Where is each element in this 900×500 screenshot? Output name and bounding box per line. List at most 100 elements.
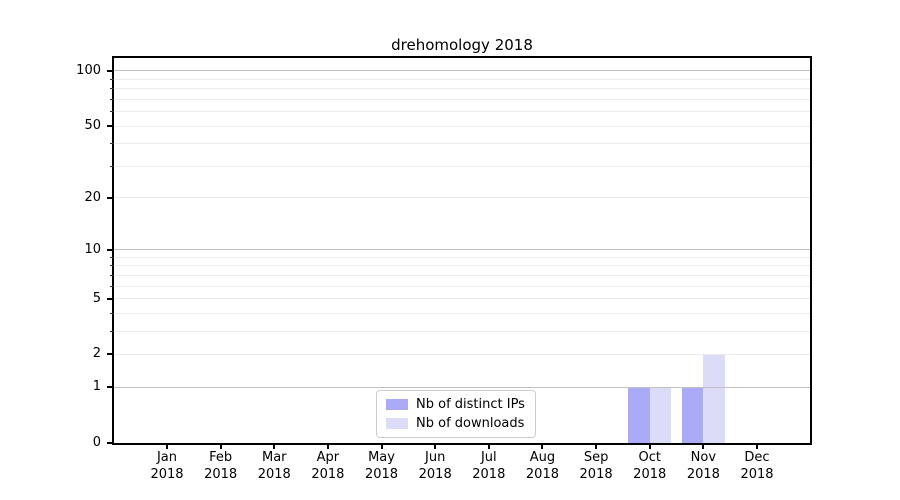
- x-tick-month: Jun: [425, 450, 446, 465]
- gridline-minor-80: [114, 88, 810, 90]
- x-tick-month: Oct: [638, 450, 661, 465]
- x-tick-mark-jan: [166, 443, 168, 449]
- x-tick-mark-aug: [541, 443, 544, 449]
- x-tick-label-oct: Oct 2018: [620, 449, 680, 483]
- y-minor-tick-mark-60: [110, 111, 114, 113]
- gridline-minor-3: [114, 330, 810, 332]
- x-tick-mark-jul: [487, 443, 490, 449]
- y-minor-tick-mark-7: [110, 274, 114, 276]
- x-tick-month: Jul: [480, 450, 497, 465]
- y-tick-mark-10: [107, 248, 114, 251]
- x-tick-mark-mar: [273, 443, 276, 449]
- x-tick-month: Mar: [262, 450, 287, 465]
- gridline-minor-20: [114, 197, 810, 199]
- x-tick-year: 2018: [740, 467, 774, 482]
- x-tick-year: 2018: [579, 467, 613, 482]
- gridline-major-10: [114, 249, 810, 251]
- y-tick-mark-20: [107, 196, 114, 199]
- legend-label-distinct-ips: Nb of distinct IPs: [416, 397, 525, 412]
- gridline-minor-4: [114, 312, 810, 314]
- x-tick-label-may: May 2018: [352, 449, 412, 483]
- legend-item-downloads: Nb of downloads: [386, 416, 525, 431]
- x-tick-year: 2018: [418, 467, 452, 482]
- x-tick-mark-dec: [756, 443, 758, 449]
- y-tick-label-50: 50: [84, 118, 101, 134]
- x-tick-mark-nov: [702, 443, 705, 449]
- y-minor-tick-mark-80: [110, 88, 114, 90]
- x-tick-month: Sep: [583, 450, 609, 465]
- y-tick-label-1: 1: [92, 379, 101, 395]
- x-tick-label-mar: Mar 2018: [244, 449, 304, 483]
- y-minor-tick-mark-9: [110, 256, 114, 258]
- y-tick-label-0: 0: [92, 435, 101, 450]
- x-tick-label-aug: Aug 2018: [512, 449, 572, 483]
- y-minor-tick-mark-3: [110, 330, 114, 332]
- legend-swatch-distinct-ips: [386, 399, 408, 410]
- x-tick-label-sep: Sep 2018: [566, 449, 626, 483]
- gridline-minor-7: [114, 274, 810, 276]
- y-minor-tick-mark-70: [110, 98, 114, 100]
- x-tick-label-feb: Feb 2018: [191, 449, 251, 483]
- plot-area: Nb of distinct IPs Nb of downloads: [112, 56, 812, 445]
- y-minor-tick-mark-4: [110, 312, 114, 314]
- legend-swatch-downloads: [386, 418, 408, 429]
- y-minor-tick-mark-6: [110, 285, 114, 287]
- x-tick-label-nov: Nov 2018: [673, 449, 733, 483]
- bar-nov-nb-of-distinct-ips: [681, 387, 704, 443]
- x-tick-year: 2018: [472, 467, 506, 482]
- y-tick-mark-5: [107, 297, 114, 300]
- x-tick-month: Aug: [529, 450, 556, 465]
- gridline-minor-90: [114, 78, 810, 80]
- x-tick-month: May: [368, 450, 395, 465]
- legend: Nb of distinct IPs Nb of downloads: [376, 390, 536, 438]
- bar-oct-nb-of-distinct-ips: [628, 387, 650, 443]
- gridline-major-100: [114, 70, 810, 72]
- x-tick-year: 2018: [686, 467, 720, 482]
- y-minor-tick-mark-8: [110, 265, 114, 267]
- y-tick-mark-2: [107, 353, 114, 356]
- x-tick-year: 2018: [525, 467, 559, 482]
- y-tick-label-5: 5: [92, 290, 101, 306]
- y-tick-mark-1: [107, 386, 114, 389]
- x-tick-label-apr: Apr 2018: [298, 449, 358, 483]
- bar-oct-nb-of-downloads: [649, 387, 672, 443]
- gridline-minor-60: [114, 111, 810, 113]
- y-tick-mark-50: [107, 125, 114, 128]
- x-tick-year: 2018: [633, 467, 667, 482]
- x-tick-mark-apr: [326, 443, 329, 449]
- y-tick-mark-0: [107, 442, 114, 444]
- x-tick-mark-may: [380, 443, 383, 449]
- x-tick-month: Apr: [316, 450, 340, 465]
- gridline-minor-40: [114, 143, 810, 145]
- x-tick-year: 2018: [257, 467, 291, 482]
- gridline-minor-5: [114, 298, 810, 300]
- x-tick-month: Jan: [156, 450, 178, 465]
- y-tick-label-10: 10: [84, 241, 101, 257]
- x-tick-mark-oct: [648, 443, 651, 449]
- x-tick-year: 2018: [311, 467, 345, 482]
- gridline-minor-50: [114, 125, 810, 127]
- x-tick-year: 2018: [364, 467, 399, 482]
- y-tick-label-2: 2: [92, 346, 101, 362]
- legend-item-distinct-ips: Nb of distinct IPs: [386, 397, 525, 412]
- x-tick-month: Dec: [744, 450, 770, 465]
- y-tick-label-100: 100: [76, 62, 101, 78]
- x-tick-label-jul: Jul 2018: [459, 449, 519, 483]
- x-tick-month: Nov: [690, 450, 717, 465]
- legend-label-downloads: Nb of downloads: [416, 416, 525, 431]
- x-tick-year: 2018: [204, 467, 238, 482]
- x-tick-mark-jun: [434, 443, 437, 449]
- bar-nov-nb-of-downloads: [703, 354, 725, 443]
- x-tick-label-jun: Jun 2018: [405, 449, 465, 483]
- gridline-minor-2: [114, 353, 810, 355]
- gridline-minor-8: [114, 265, 810, 267]
- y-minor-tick-mark-30: [110, 165, 114, 167]
- y-tick-label-20: 20: [84, 189, 101, 205]
- gridline-major-1: [114, 386, 810, 388]
- chart-title: drehomology 2018: [391, 36, 533, 54]
- x-tick-mark-sep: [595, 443, 598, 449]
- gridline-minor-30: [114, 165, 810, 167]
- y-tick-mark-100: [107, 69, 114, 72]
- x-tick-month: Feb: [209, 450, 233, 465]
